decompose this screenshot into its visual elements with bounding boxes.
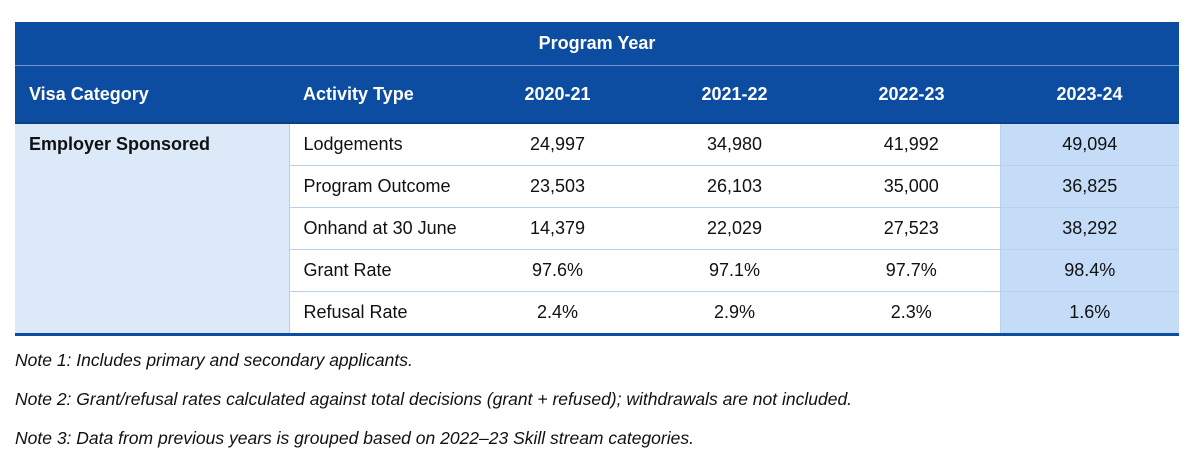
value-cell: 97.1% xyxy=(646,249,823,292)
column-header-row: Visa Category Activity Type 2020-21 2021… xyxy=(15,65,1180,124)
group-header-row: Program Year xyxy=(15,22,1180,66)
notes-section: Note 1: Includes primary and secondary a… xyxy=(15,350,1185,467)
value-cell: 97.7% xyxy=(823,249,1000,292)
value-cell: 2.4% xyxy=(469,291,646,336)
year-header-2022-23: 2022-23 xyxy=(823,65,1000,124)
visa-category-cell: Employer Sponsored xyxy=(15,123,290,336)
value-cell: 23,503 xyxy=(469,165,646,208)
value-cell: 41,992 xyxy=(823,123,1000,166)
table-row: Refusal Rate 2.4% 2.9% 2.3% 1.6% xyxy=(15,291,1180,336)
value-cell: 26,103 xyxy=(646,165,823,208)
note-2: Note 2: Grant/refusal rates calculated a… xyxy=(15,389,853,409)
activity-cell: Program Outcome xyxy=(289,165,469,208)
table-row: Employer Sponsored Lodgements 24,997 34,… xyxy=(15,123,1180,336)
year-header-2023-24: 2023-24 xyxy=(1000,65,1180,124)
value-cell: 2.9% xyxy=(646,291,823,336)
table-row: Onhand at 30 June 14,379 22,029 27,523 3… xyxy=(15,207,1180,250)
note-3: Note 3: Data from previous years is grou… xyxy=(15,428,694,448)
year-header-2021-22: 2021-22 xyxy=(646,65,823,124)
activity-type-header: Activity Type xyxy=(289,65,469,124)
note-1: Note 1: Includes primary and secondary a… xyxy=(15,350,413,370)
activity-cell: Grant Rate xyxy=(289,249,469,292)
visa-category-header: Visa Category xyxy=(15,65,289,124)
activity-cell: Onhand at 30 June xyxy=(289,207,469,250)
value-cell-highlight: 49,094 xyxy=(999,123,1180,166)
value-cell: 22,029 xyxy=(646,207,823,250)
value-cell-highlight: 38,292 xyxy=(999,207,1180,250)
visa-table-container: Program Year Visa Category Activity Type… xyxy=(15,22,1180,336)
activity-cell: Lodgements xyxy=(289,123,469,166)
value-cell: 97.6% xyxy=(469,249,646,292)
value-cell: 35,000 xyxy=(823,165,1000,208)
value-cell-highlight: 98.4% xyxy=(999,249,1180,292)
value-cell: 34,980 xyxy=(646,123,823,166)
value-cell: 24,997 xyxy=(469,123,646,166)
value-cell: 2.3% xyxy=(823,291,1000,336)
table-row: Grant Rate 97.6% 97.1% 97.7% 98.4% xyxy=(15,249,1180,292)
table-row: Program Outcome 23,503 26,103 35,000 36,… xyxy=(15,165,1180,208)
value-cell-highlight: 1.6% xyxy=(999,291,1180,336)
value-cell-highlight: 36,825 xyxy=(999,165,1180,208)
value-cell: 27,523 xyxy=(823,207,1000,250)
activity-cell: Refusal Rate xyxy=(289,291,469,336)
year-header-2020-21: 2020-21 xyxy=(469,65,646,124)
value-cell: 14,379 xyxy=(469,207,646,250)
program-year-header: Program Year xyxy=(15,22,1180,66)
visa-program-table: Program Year Visa Category Activity Type… xyxy=(15,22,1180,336)
